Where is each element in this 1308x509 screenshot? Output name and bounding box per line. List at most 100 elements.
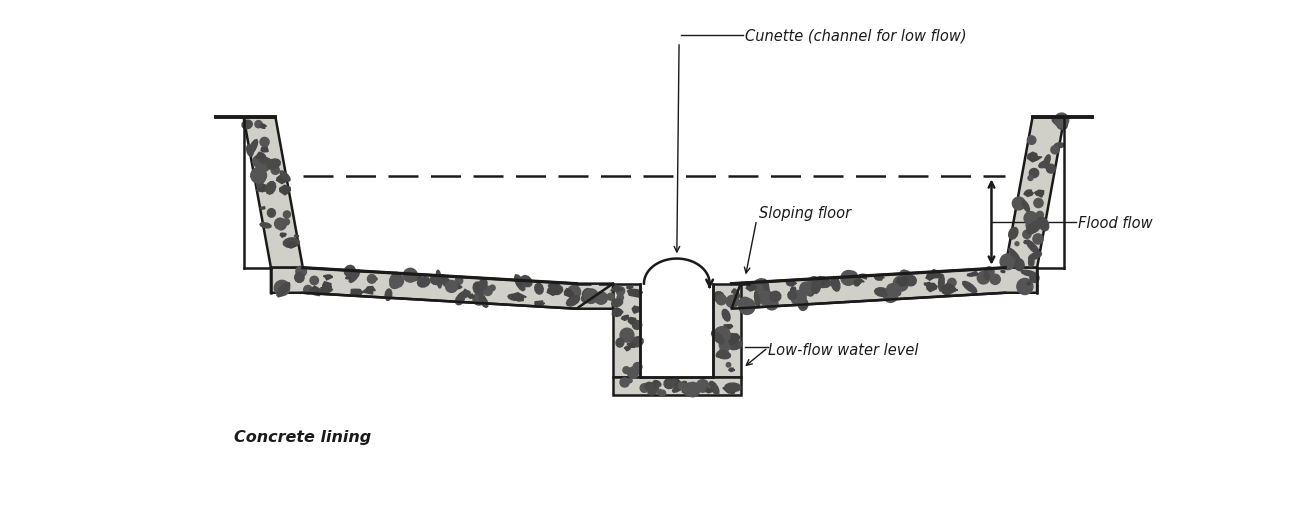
Circle shape: [284, 212, 290, 218]
Polygon shape: [1022, 201, 1029, 212]
Circle shape: [640, 384, 649, 392]
Circle shape: [252, 157, 264, 167]
Polygon shape: [668, 379, 680, 386]
Polygon shape: [284, 238, 300, 248]
Circle shape: [977, 272, 990, 285]
Polygon shape: [854, 278, 861, 287]
Polygon shape: [267, 160, 271, 162]
Polygon shape: [713, 292, 723, 302]
Polygon shape: [1044, 155, 1050, 168]
Polygon shape: [513, 293, 526, 301]
Circle shape: [630, 367, 637, 374]
Polygon shape: [1005, 118, 1065, 268]
Polygon shape: [653, 381, 658, 385]
Polygon shape: [514, 275, 525, 291]
Circle shape: [893, 276, 908, 292]
Circle shape: [1033, 235, 1044, 245]
Polygon shape: [676, 387, 681, 390]
Circle shape: [1036, 212, 1044, 219]
Polygon shape: [1015, 259, 1024, 271]
Polygon shape: [548, 282, 560, 291]
Polygon shape: [1039, 218, 1049, 232]
Polygon shape: [582, 295, 591, 303]
Polygon shape: [1057, 119, 1067, 130]
Polygon shape: [373, 278, 377, 280]
Polygon shape: [730, 343, 734, 345]
Circle shape: [719, 340, 731, 351]
Circle shape: [791, 291, 806, 306]
Polygon shape: [628, 318, 636, 324]
Polygon shape: [713, 284, 740, 377]
Circle shape: [628, 367, 638, 379]
Polygon shape: [1028, 252, 1041, 260]
Circle shape: [841, 271, 855, 286]
Circle shape: [607, 294, 615, 300]
Polygon shape: [897, 277, 909, 287]
Circle shape: [726, 363, 731, 367]
Circle shape: [808, 277, 820, 290]
Polygon shape: [627, 343, 636, 348]
Polygon shape: [517, 282, 522, 286]
Circle shape: [765, 298, 778, 310]
Polygon shape: [645, 383, 654, 390]
Polygon shape: [627, 286, 633, 290]
Polygon shape: [712, 331, 725, 345]
Polygon shape: [811, 278, 828, 287]
Circle shape: [620, 328, 634, 343]
Polygon shape: [1029, 169, 1039, 178]
Circle shape: [672, 378, 679, 383]
Polygon shape: [362, 287, 375, 294]
Polygon shape: [1001, 271, 1006, 273]
Polygon shape: [632, 306, 641, 314]
Polygon shape: [279, 224, 286, 231]
Circle shape: [303, 286, 313, 294]
Circle shape: [390, 279, 399, 289]
Polygon shape: [310, 287, 323, 296]
Polygon shape: [259, 156, 267, 164]
Polygon shape: [267, 160, 280, 169]
Circle shape: [684, 383, 696, 395]
Polygon shape: [968, 274, 972, 276]
Polygon shape: [875, 288, 888, 297]
Polygon shape: [1028, 257, 1035, 267]
Text: Cunette (channel for low flow): Cunette (channel for low flow): [746, 29, 967, 43]
Polygon shape: [1024, 191, 1033, 197]
Circle shape: [657, 390, 663, 395]
Circle shape: [281, 224, 285, 228]
Polygon shape: [256, 153, 266, 159]
Circle shape: [1012, 197, 1025, 210]
Circle shape: [1029, 273, 1033, 276]
Circle shape: [685, 383, 700, 397]
Polygon shape: [1027, 282, 1031, 286]
Circle shape: [739, 298, 751, 310]
Polygon shape: [731, 291, 735, 293]
Circle shape: [719, 348, 729, 357]
Circle shape: [753, 279, 769, 294]
Polygon shape: [1008, 249, 1020, 261]
Circle shape: [984, 267, 994, 277]
Polygon shape: [345, 276, 351, 279]
Polygon shape: [831, 277, 840, 292]
Polygon shape: [535, 284, 543, 295]
Polygon shape: [729, 369, 735, 372]
Circle shape: [883, 289, 897, 303]
Polygon shape: [732, 290, 739, 298]
Polygon shape: [437, 270, 442, 288]
Polygon shape: [630, 337, 644, 347]
Circle shape: [901, 271, 910, 281]
Polygon shape: [453, 284, 462, 290]
Polygon shape: [256, 185, 269, 192]
Polygon shape: [722, 310, 730, 322]
Circle shape: [310, 277, 318, 285]
Circle shape: [403, 269, 417, 282]
Circle shape: [1016, 279, 1033, 295]
Polygon shape: [1029, 274, 1039, 283]
Circle shape: [483, 287, 492, 296]
Circle shape: [390, 274, 403, 288]
Polygon shape: [1052, 119, 1065, 128]
Polygon shape: [927, 270, 942, 278]
Polygon shape: [458, 291, 470, 299]
Polygon shape: [725, 334, 742, 344]
Polygon shape: [650, 384, 657, 387]
Circle shape: [441, 275, 445, 280]
